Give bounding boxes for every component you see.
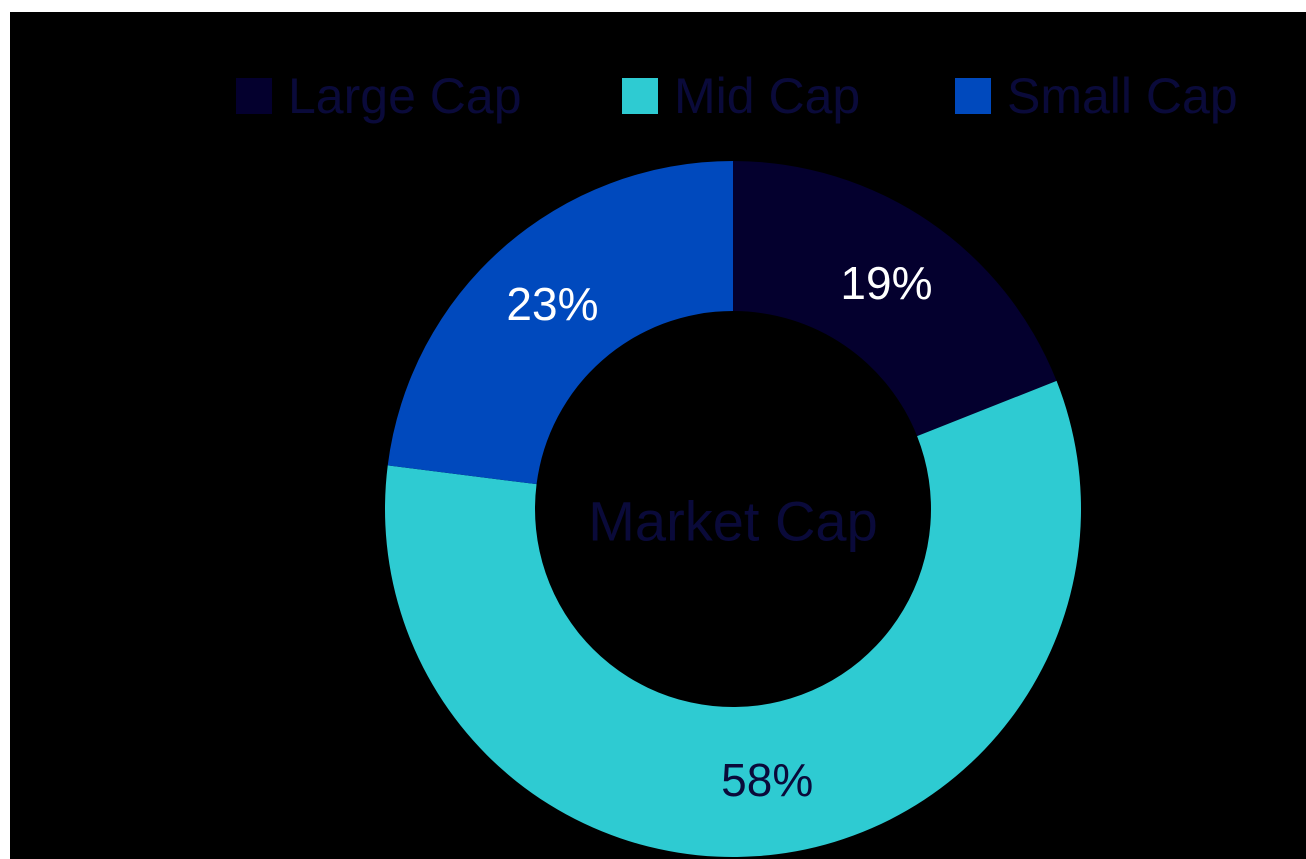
legend: Large Cap Mid Cap Small Cap: [236, 68, 1238, 124]
data-label-small-cap: 23%: [506, 278, 598, 330]
data-label-large-cap: 19%: [840, 257, 932, 309]
legend-label-large-cap: Large Cap: [288, 68, 522, 124]
donut-slices: [384, 161, 1081, 857]
legend-swatch-mid-cap: [622, 78, 658, 114]
legend-swatch-large-cap: [236, 78, 272, 114]
legend-label-small-cap: Small Cap: [1007, 68, 1238, 124]
legend-swatch-small-cap: [955, 78, 991, 114]
chart-frame: Large Cap Mid Cap Small Cap 19% 58% 23% Mark…: [10, 12, 1306, 859]
slice-large-cap: [733, 161, 1057, 437]
slice-small-cap: [387, 161, 733, 485]
legend-label-mid-cap: Mid Cap: [674, 68, 860, 124]
data-label-mid-cap: 58%: [721, 754, 813, 806]
center-label: Market Cap: [588, 490, 877, 553]
donut-chart: Large Cap Mid Cap Small Cap 19% 58% 23% Mark…: [236, 68, 1238, 857]
slice-mid-cap: [384, 380, 1081, 857]
data-labels: 19% 58% 23%: [506, 257, 932, 806]
